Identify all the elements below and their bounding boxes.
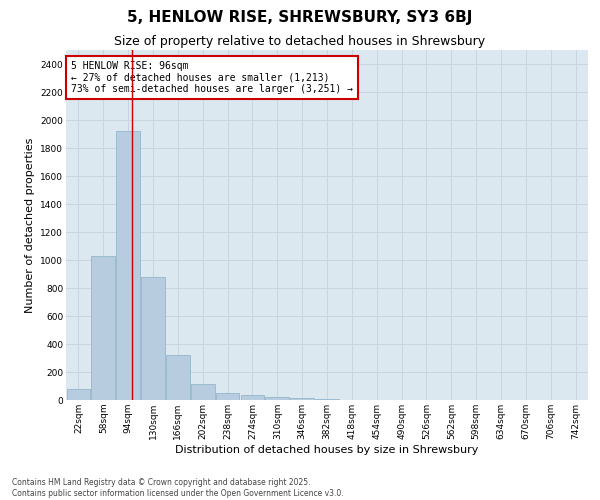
Text: Contains HM Land Registry data © Crown copyright and database right 2025.
Contai: Contains HM Land Registry data © Crown c… [12, 478, 344, 498]
Bar [241, 395, 264, 400]
Text: 5 HENLOW RISE: 96sqm
← 27% of detached houses are smaller (1,213)
73% of semi-de: 5 HENLOW RISE: 96sqm ← 27% of detached h… [71, 60, 353, 94]
Bar [67, 389, 90, 400]
Bar [141, 277, 165, 400]
Text: Size of property relative to detached houses in Shrewsbury: Size of property relative to detached ho… [115, 35, 485, 48]
Bar [91, 256, 115, 400]
Bar [265, 396, 289, 400]
Y-axis label: Number of detached properties: Number of detached properties [25, 138, 35, 312]
X-axis label: Distribution of detached houses by size in Shrewsbury: Distribution of detached houses by size … [175, 444, 479, 454]
Bar [216, 393, 239, 400]
Bar [290, 398, 314, 400]
Bar [116, 131, 140, 400]
Bar [191, 384, 215, 400]
Bar [166, 355, 190, 400]
Text: 5, HENLOW RISE, SHREWSBURY, SY3 6BJ: 5, HENLOW RISE, SHREWSBURY, SY3 6BJ [127, 10, 473, 25]
